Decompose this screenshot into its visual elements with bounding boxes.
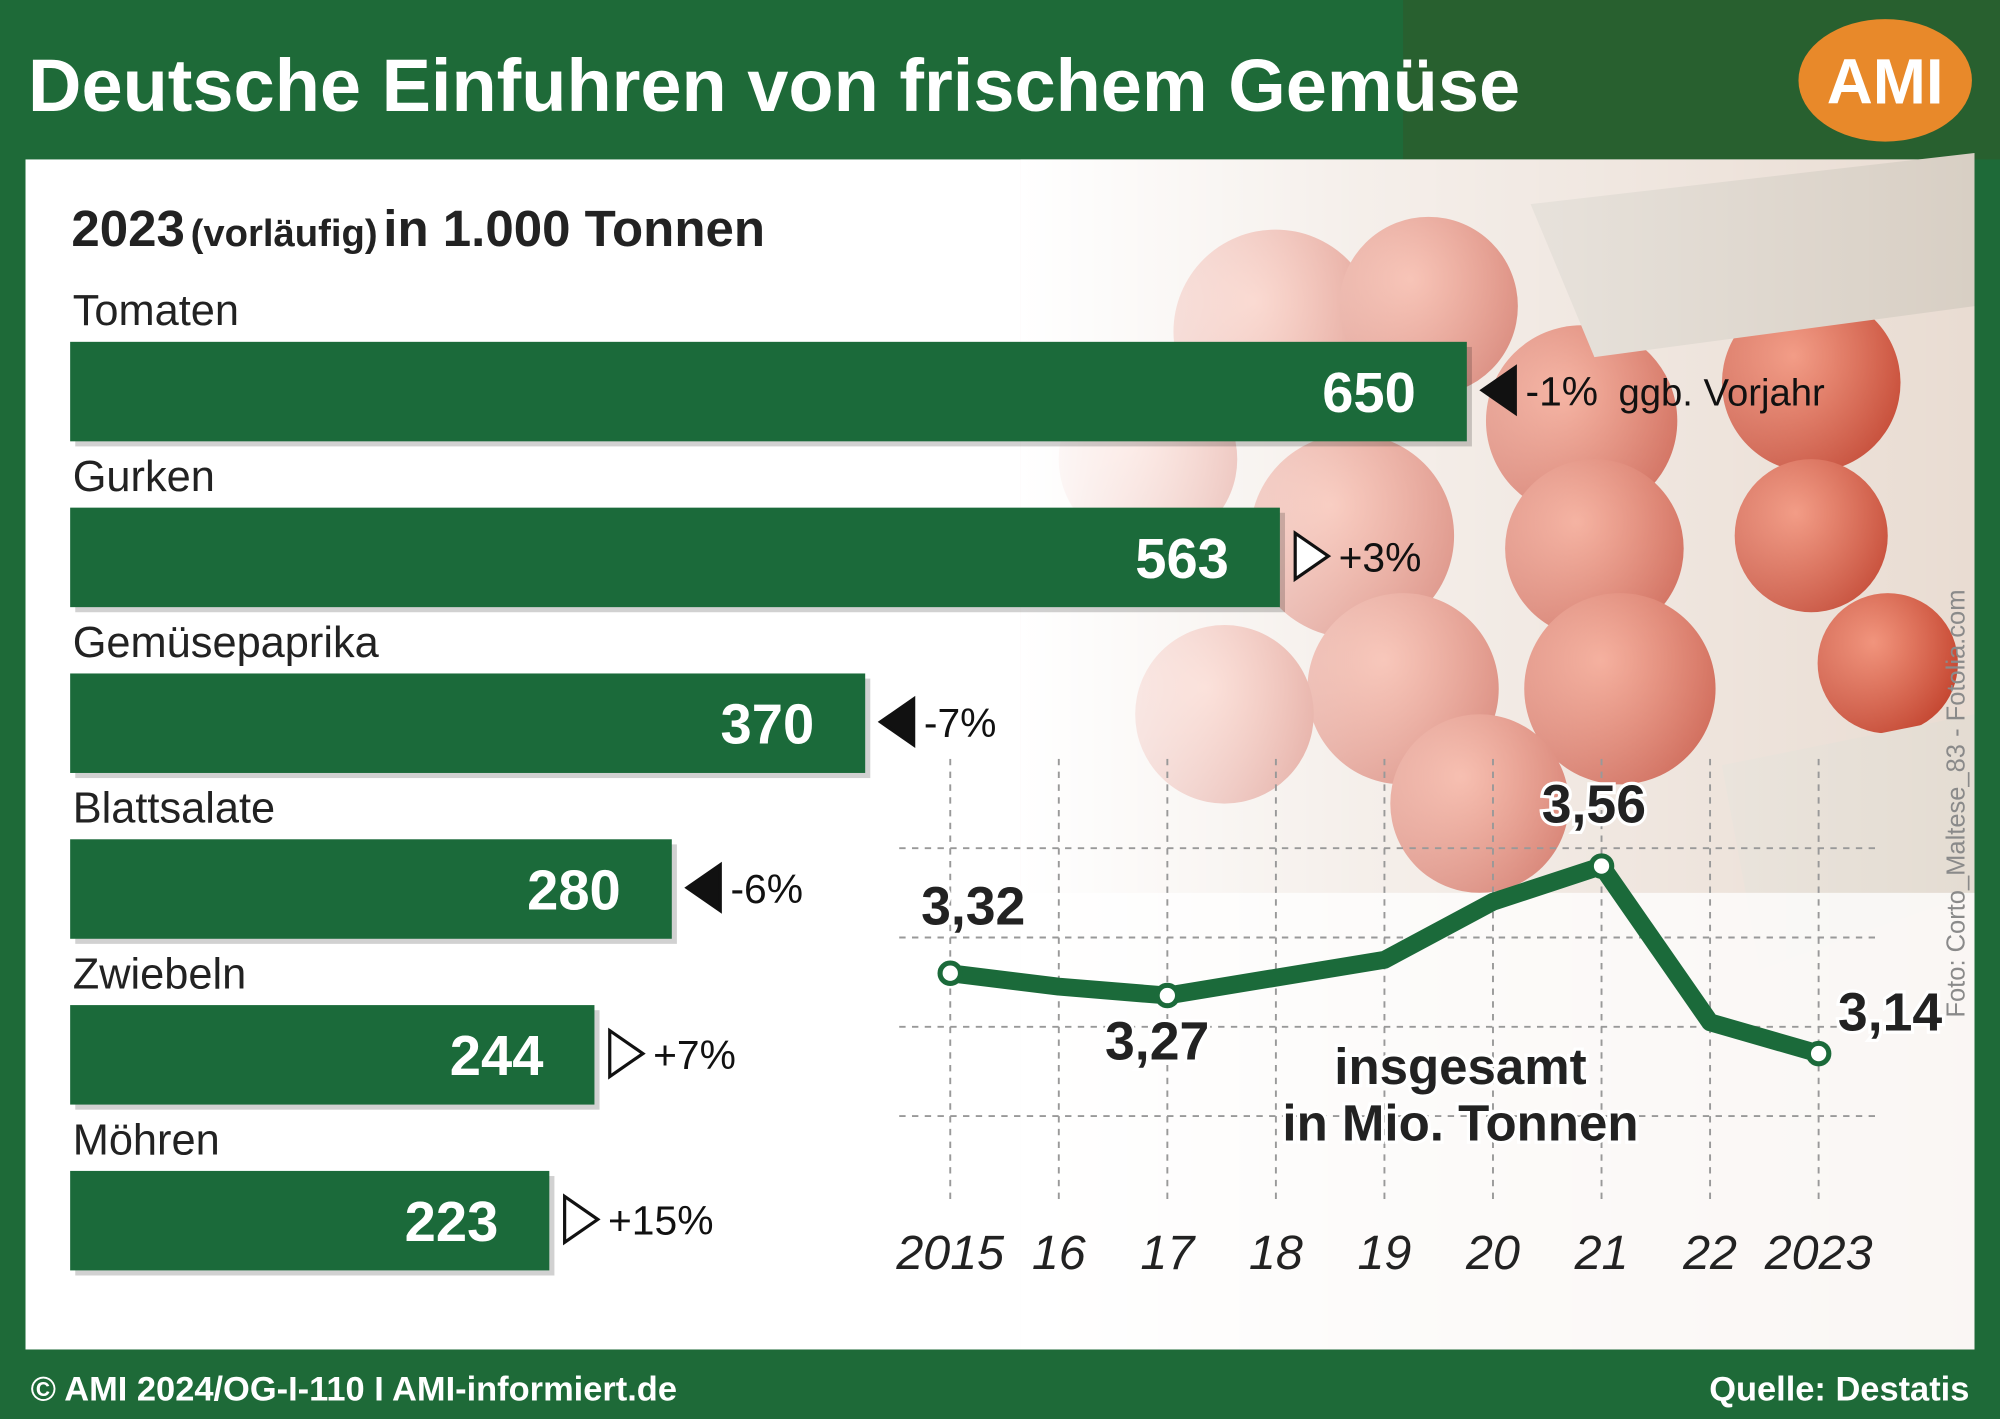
value-label: 370 — [721, 693, 815, 756]
value-label: 3,56 — [1542, 776, 1646, 835]
value-label: 563 — [1135, 527, 1229, 590]
change-arrow — [608, 1027, 646, 1080]
x-tick-label: 18 — [1249, 1226, 1303, 1280]
logo-bg — [1798, 19, 1972, 142]
change-arrow — [563, 1193, 601, 1246]
photo-wash — [880, 892, 1975, 1350]
copyright: © AMI 2024/OG-I-110 I AMI-informiert.de — [31, 1371, 677, 1409]
line — [941, 857, 1828, 1063]
change-label: +15% — [608, 1198, 713, 1244]
change-label: +3% — [1339, 534, 1422, 580]
category-label: Tomaten — [73, 287, 239, 335]
x-tick-label: 21 — [1574, 1226, 1629, 1280]
x-tick-label: 22 — [1682, 1226, 1737, 1280]
x-tick-label: 17 — [1140, 1226, 1196, 1280]
x-tick-label: 19 — [1357, 1226, 1411, 1280]
value-label: 244 — [450, 1024, 544, 1087]
x-tick-label: 2015 — [895, 1226, 1005, 1280]
change-label: -1% — [1526, 369, 1599, 415]
subtitle-note: (vorläufig) — [191, 212, 378, 255]
point — [1588, 853, 1615, 879]
category-label: Gemüsepaprika — [73, 619, 380, 667]
logo: AMI — [1827, 45, 1944, 117]
change-label: -7% — [924, 700, 997, 746]
bar — [70, 1170, 550, 1271]
change-arrow — [1479, 364, 1517, 417]
value-label: 3,14 — [1838, 984, 1942, 1043]
photo-credit: Foto: Corto_Maltese_83 - Fotolia.com — [1942, 590, 1970, 1018]
subtitle-unit: in 1.000 Tonnen — [383, 200, 765, 257]
bar — [70, 839, 672, 939]
subtitle-year: 2023 — [71, 200, 185, 257]
value-label: 280 — [527, 858, 621, 921]
change-note: ggb. Vorjahr — [1618, 372, 1825, 415]
change-arrow — [1293, 530, 1332, 583]
bar — [70, 507, 1280, 608]
source: Quelle: Destatis — [1709, 1371, 1969, 1409]
change-label: -6% — [730, 866, 803, 912]
change-arrow — [877, 695, 916, 748]
category-label: Gurken — [73, 453, 215, 501]
point — [1805, 1040, 1832, 1067]
annotation: in Mio. Tonnen — [1282, 1094, 1638, 1151]
x-tick-label: 16 — [1032, 1226, 1086, 1280]
title: Deutsche Einfuhren von frischem Gemüse — [28, 44, 1520, 127]
value-label: 223 — [405, 1190, 499, 1253]
category-label: Möhren — [73, 1116, 220, 1164]
point — [937, 960, 964, 986]
bar — [70, 341, 1467, 442]
subtitle: 2023 (vorläufig) in 1.000 Tonnen — [71, 200, 765, 257]
category-label: Zwiebeln — [73, 951, 247, 999]
category-label: Blattsalate — [73, 785, 275, 833]
annotation: insgesamt — [1334, 1038, 1586, 1095]
change-arrow — [684, 861, 722, 914]
value-label: 3,27 — [1105, 1012, 1209, 1071]
change-label: +7% — [653, 1032, 736, 1078]
x-tick-label: 2023 — [1764, 1226, 1873, 1280]
value-label: 3,32 — [921, 878, 1025, 937]
x-tick-label: 20 — [1465, 1226, 1520, 1280]
photo — [880, 153, 1975, 1350]
bar — [70, 1005, 595, 1105]
value-label: 650 — [1322, 361, 1416, 424]
bar — [70, 673, 866, 773]
point — [1154, 982, 1181, 1009]
